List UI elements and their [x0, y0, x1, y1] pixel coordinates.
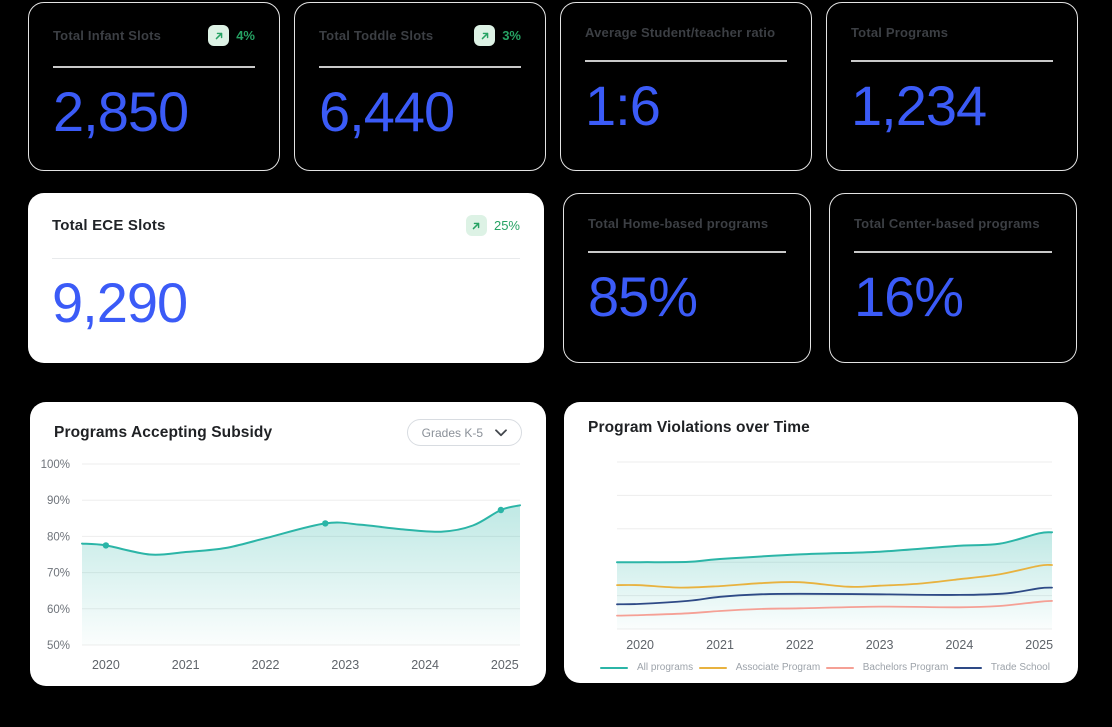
kpi-card-total-programs: Total Programs 1,234	[826, 2, 1078, 171]
grades-filter-label: Grades K-5	[421, 425, 483, 440]
svg-text:90%: 90%	[47, 495, 70, 507]
legend-item: Associate Program	[698, 662, 820, 673]
svg-text:2023: 2023	[866, 638, 894, 652]
svg-text:2024: 2024	[411, 658, 439, 672]
subsidy-chart-card: Programs Accepting Subsidy Grades K-5 10…	[30, 402, 546, 686]
violations-chart-card: Program Violations over Time 2020 2021 202…	[564, 402, 1078, 683]
kpi-label: Total Toddle Slots	[319, 28, 434, 43]
legend-swatch	[953, 666, 982, 669]
kpi-label: Total Home-based programs	[588, 216, 769, 231]
kpi-delta-value: 4%	[236, 28, 255, 43]
legend-swatch	[825, 666, 854, 669]
chart-legend: All programs Associate Program Bachelors…	[600, 662, 1050, 673]
svg-text:2020: 2020	[92, 658, 120, 672]
trend-up-icon	[208, 25, 230, 46]
kpi-delta-value: 25%	[493, 218, 520, 233]
kpi-card-home-based-programs: Total Home-based programs 85%	[563, 193, 811, 363]
divider	[854, 251, 1052, 253]
kpi-card-student-teacher-ratio: Average Student/teacher ratio 1:6	[560, 2, 812, 171]
subsidy-area-chart: 100% 90% 80% 70% 60% 50% 2020 2021 2022 2023 2024 2…	[30, 402, 546, 686]
kpi-value: 2,850	[53, 80, 189, 143]
kpi-label: Total Programs	[851, 25, 949, 40]
chart-title: Program Violations over Time	[588, 419, 810, 436]
svg-text:50%: 50%	[47, 640, 70, 652]
legend-item: All programs	[600, 662, 693, 673]
kpi-label: Total Infant Slots	[53, 28, 162, 43]
kpi-delta: 25%	[465, 215, 520, 236]
svg-text:2021: 2021	[706, 638, 734, 652]
svg-text:2023: 2023	[331, 658, 359, 672]
divider	[53, 66, 255, 68]
svg-text:2022: 2022	[786, 638, 814, 652]
chart-title: Programs Accepting Subsidy	[54, 423, 273, 441]
legend-item: Bachelors Program	[825, 662, 948, 673]
kpi-label: Total Center-based programs	[854, 216, 1040, 231]
svg-text:2025: 2025	[1025, 638, 1053, 652]
legend-item: Trade School	[953, 662, 1050, 673]
kpi-delta: 4%	[208, 25, 255, 46]
violations-line-chart: 2020 2021 2022 2023 2024 2025	[564, 402, 1078, 683]
divider	[588, 251, 786, 253]
kpi-delta-value: 3%	[502, 28, 521, 43]
trend-up-icon	[465, 215, 487, 236]
kpi-label: Average Student/teacher ratio	[585, 25, 776, 40]
kpi-value: 1,234	[851, 74, 987, 137]
legend-swatch	[600, 666, 628, 669]
grades-filter-dropdown[interactable]: Grades K-5	[406, 419, 522, 446]
kpi-value: 85%	[588, 265, 698, 328]
divider	[851, 60, 1053, 62]
kpi-card-total-infant-slots: Total Infant Slots 4% 2,850	[28, 2, 280, 171]
trend-up-icon	[474, 25, 496, 46]
svg-text:2024: 2024	[945, 638, 973, 652]
svg-text:60%: 60%	[47, 604, 70, 616]
divider	[585, 60, 787, 62]
svg-text:70%: 70%	[47, 568, 70, 580]
kpi-label: Total ECE Slots	[52, 217, 166, 234]
kpi-card-total-toddle-slots: Total Toddle Slots 3% 6,440	[294, 2, 546, 171]
kpi-delta: 3%	[474, 25, 521, 46]
legend-swatch	[698, 666, 727, 669]
kpi-value: 9,290	[52, 271, 188, 334]
svg-text:2025: 2025	[491, 658, 519, 672]
kpi-card-total-ece-slots: Total ECE Slots 25% 9,290	[28, 193, 544, 363]
svg-text:80%: 80%	[47, 531, 70, 543]
divider	[52, 258, 520, 259]
svg-text:100%: 100%	[41, 459, 70, 471]
svg-text:2020: 2020	[626, 638, 654, 652]
chevron-down-icon	[495, 428, 507, 437]
svg-text:2022: 2022	[252, 658, 280, 672]
kpi-value: 6,440	[319, 80, 455, 143]
kpi-value: 16%	[854, 265, 964, 328]
kpi-value: 1:6	[585, 74, 661, 137]
svg-text:2021: 2021	[172, 658, 200, 672]
divider	[319, 66, 521, 68]
kpi-card-center-based-programs: Total Center-based programs 16%	[829, 193, 1077, 363]
